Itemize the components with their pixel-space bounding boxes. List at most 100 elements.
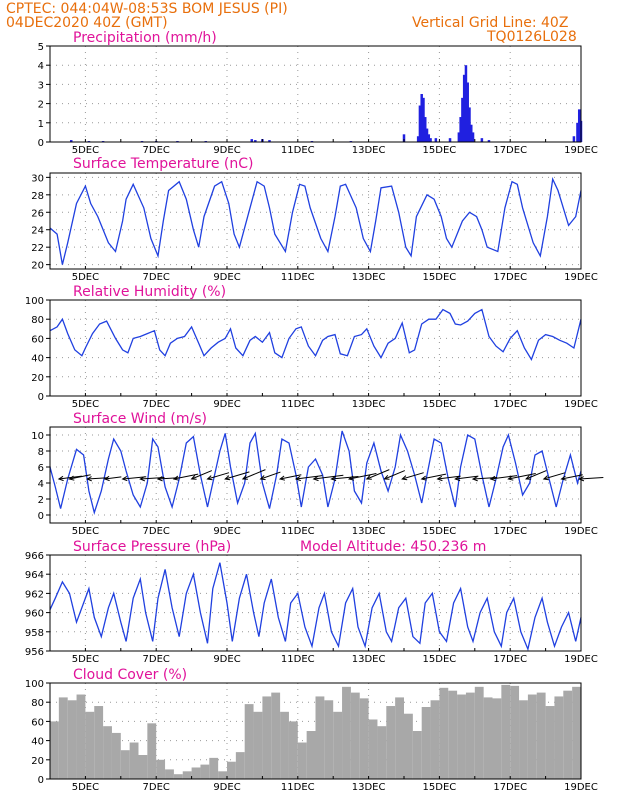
pressure-panel: 956 958 960 962 964 966 5DEC 7DEC 9DEC 11DEC 13DEC… xyxy=(25,551,598,665)
rh-ytick-label-2: 40 xyxy=(31,354,44,365)
wind-arrowhead-3 xyxy=(103,475,110,482)
wind-arrowhead-27 xyxy=(525,474,532,480)
wind-vector-8 xyxy=(191,470,213,480)
precip-ytick-label-2: 2 xyxy=(38,100,44,111)
cloud-bar-56 xyxy=(545,706,555,779)
wind-arrowhead-24 xyxy=(471,476,478,482)
cloud-bar-28 xyxy=(297,742,307,779)
pres-ytick-label-5: 966 xyxy=(25,551,44,562)
cloud-bar-43 xyxy=(430,700,440,779)
temp-xtick-label-0: 5DEC xyxy=(72,272,99,283)
pres-ytick-label-3: 962 xyxy=(25,589,44,600)
precip-bar-0 xyxy=(69,140,73,142)
rh-ytick-label-3: 60 xyxy=(31,334,44,345)
wind-xtick-label-0: 5DEC xyxy=(72,526,99,537)
cloud-frame xyxy=(49,682,582,780)
cloud-bar-33 xyxy=(342,686,351,779)
cloud-bar-6 xyxy=(103,726,112,779)
temp-xtick-label-3: 11DEC xyxy=(281,272,315,283)
cloud-bar-36 xyxy=(368,719,378,779)
cloud-bar-11 xyxy=(147,723,157,779)
precip-ytick-label-5: 5 xyxy=(38,42,44,53)
wind-arrowhead-4 xyxy=(121,475,128,482)
wind-vector-12 xyxy=(260,471,281,480)
cloud-bar-35 xyxy=(359,698,369,779)
cloud-bar-51 xyxy=(501,684,511,779)
wind-vector-17 xyxy=(349,472,377,480)
wind-vector-0 xyxy=(58,475,82,480)
wind-arrowhead-20 xyxy=(401,475,408,481)
wind-arrowhead-6 xyxy=(156,476,163,482)
rh-xtick-label-5: 15DEC xyxy=(423,399,457,410)
wind-xtick-label-5: 15DEC xyxy=(423,526,457,537)
wind-vector-25 xyxy=(490,475,518,480)
wind-ytick-label-0: 0 xyxy=(38,511,44,522)
rh-xtick-label-4: 13DEC xyxy=(352,399,386,410)
wind-arrowhead-2 xyxy=(86,476,92,482)
temp-xtick-label-7: 19DEC xyxy=(564,272,598,283)
pres-xtick-label-0: 5DEC xyxy=(72,654,99,665)
wind-arrowhead-30 xyxy=(578,476,585,482)
wind-arrowhead-23 xyxy=(454,475,461,482)
wind-vector-26 xyxy=(508,472,536,480)
humidity-title: Relative Humidity (%) xyxy=(73,284,226,300)
precip-bar-13 xyxy=(402,134,406,142)
temp-ytick-label-3: 26 xyxy=(31,208,44,219)
pres-xtick-label-5: 15DEC xyxy=(423,654,457,665)
wind-ytick-label-1: 2 xyxy=(38,495,44,506)
cloud-bar-7 xyxy=(111,732,121,779)
cloud-bar-47 xyxy=(465,692,475,779)
wind-xtick-label-7: 19DEC xyxy=(564,526,598,537)
wind-vector-13 xyxy=(280,474,302,480)
wind-ytick-label-3: 6 xyxy=(38,463,44,474)
wind-vector-1 xyxy=(69,474,91,480)
cloud-xtick-label-5: 15DEC xyxy=(423,782,457,793)
rh-ytick-label-5: 100 xyxy=(25,296,44,307)
precip-bar-17 xyxy=(422,97,425,142)
wind-vector-15 xyxy=(313,474,344,480)
temp-xtick-label-1: 7DEC xyxy=(143,272,170,283)
temp-ytick-label-2: 24 xyxy=(31,226,44,237)
wind-arrowhead-14 xyxy=(294,475,301,482)
wind-vector-28 xyxy=(543,472,566,480)
pres-xtick-label-6: 17DEC xyxy=(493,654,527,665)
cloud-bar-3 xyxy=(76,694,86,779)
wind-arrowhead-19 xyxy=(383,474,390,480)
pres-ytick-label-4: 964 xyxy=(25,570,44,581)
precip-bar-19 xyxy=(425,128,429,142)
precip-bar-15 xyxy=(418,105,422,142)
wind-vector-3 xyxy=(104,476,122,480)
cloud-bar-0 xyxy=(50,721,59,779)
grid-line-label: Vertical Grid Line: 40Z xyxy=(412,15,568,31)
cloud-bar-39 xyxy=(395,697,404,779)
rh-ytick-label-1: 20 xyxy=(31,373,44,384)
precip-xtick-label-1: 7DEC xyxy=(143,145,170,156)
cloud-bar-17 xyxy=(200,764,210,779)
cloud-bar-27 xyxy=(288,721,298,779)
wind-arrowhead-25 xyxy=(489,475,496,482)
temperature-panel: 20 22 24 26 28 30 5DEC 7DEC 9DEC 11DEC 13DEC 15DEC 1… xyxy=(31,172,598,283)
temp-xtick-label-6: 17DEC xyxy=(493,272,527,283)
wind-vector-22 xyxy=(437,475,461,480)
precip-ytick-label-0: 0 xyxy=(38,138,44,149)
rh-xtick-label-6: 17DEC xyxy=(493,399,527,410)
cloud-bar-9 xyxy=(129,742,139,779)
precip-bar-36 xyxy=(576,122,579,142)
precip-bar-33 xyxy=(480,138,484,142)
cloud-bar-23 xyxy=(253,711,263,779)
precip-ytick-label-4: 4 xyxy=(38,61,44,72)
temp-xtick-label-2: 9DEC xyxy=(213,272,240,283)
rh-xtick-label-7: 19DEC xyxy=(564,399,598,410)
cloud-bar-29 xyxy=(306,731,316,779)
cloud-bar-32 xyxy=(333,711,343,779)
wind-vector-7 xyxy=(173,473,199,480)
wind-arrowhead-17 xyxy=(347,475,355,481)
cloud-xtick-label-1: 7DEC xyxy=(143,782,170,793)
wind-series-line xyxy=(49,430,582,515)
cloud-bar-54 xyxy=(527,694,537,779)
rh-ytick-label-0: 0 xyxy=(38,392,44,403)
wind-vector-9 xyxy=(207,472,230,480)
wind-arrowhead-7 xyxy=(172,475,179,481)
wind-ytick-label-5: 10 xyxy=(31,431,44,442)
